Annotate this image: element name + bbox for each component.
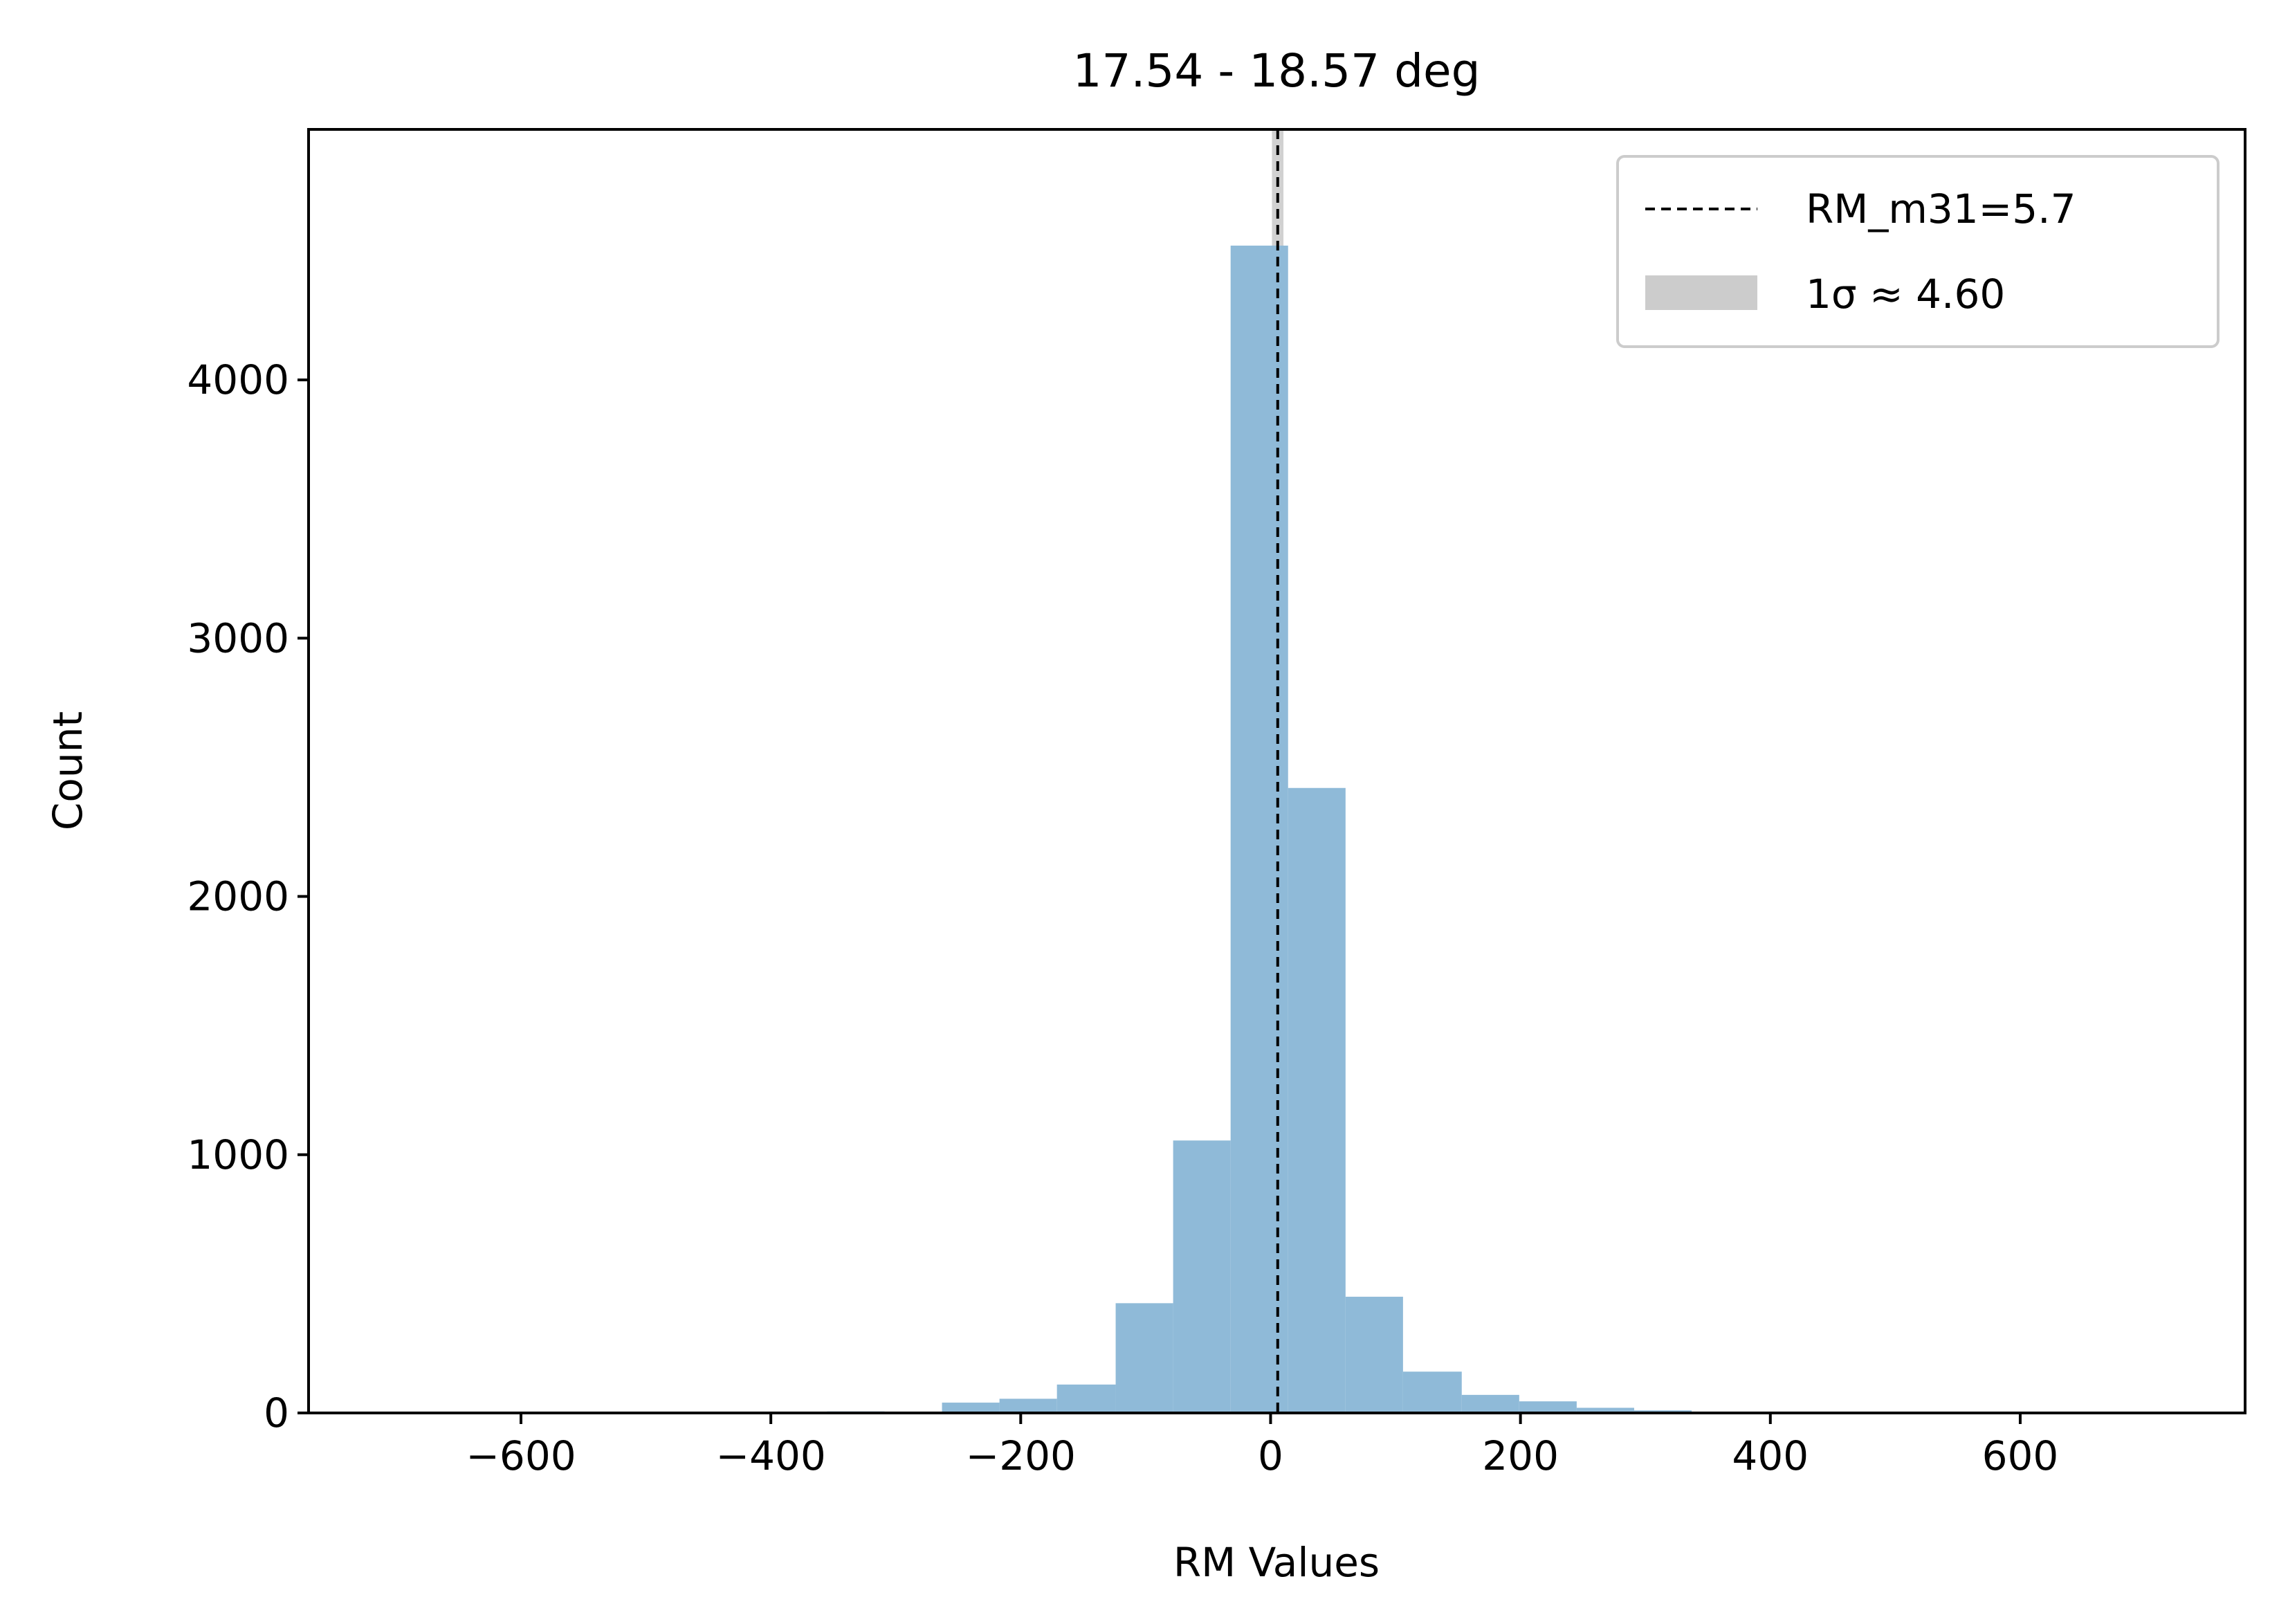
- legend: RM_m31=5.7 1σ ≈ 4.60: [1616, 155, 2219, 348]
- plot-frame: [307, 128, 2246, 1414]
- histogram-bar: [1288, 787, 1346, 1413]
- histogram-bar: [999, 1398, 1057, 1413]
- legend-label-sigma-band: 1σ ≈ 4.60: [1806, 271, 2005, 318]
- x-tick-label: −400: [715, 1432, 825, 1479]
- histogram-bar: [1115, 1303, 1173, 1413]
- histogram-bar: [1576, 1407, 1634, 1413]
- histogram-bar: [1519, 1401, 1577, 1413]
- x-axis-label: RM Values: [1173, 1539, 1380, 1586]
- x-tick-label: 200: [1482, 1432, 1559, 1479]
- y-tick-label: 2000: [187, 873, 289, 920]
- legend-label-reference-line: RM_m31=5.7: [1806, 185, 2076, 232]
- y-tick-label: 1000: [187, 1131, 289, 1178]
- y-tick-label: 3000: [187, 614, 289, 662]
- histogram-bar: [1230, 245, 1288, 1413]
- y-tick-label: 0: [264, 1389, 289, 1436]
- histogram-bars: [827, 245, 1750, 1413]
- chart-title: 17.54 - 18.57 deg: [1072, 44, 1480, 98]
- histogram-bar: [942, 1403, 1000, 1413]
- y-axis-label: Count: [44, 711, 91, 830]
- x-tick-label: 600: [1982, 1432, 2059, 1479]
- histogram-bar: [1056, 1384, 1116, 1413]
- y-tick-label: 4000: [187, 356, 289, 403]
- x-axis-ticks: −600 −400 −200 0 200 400 600: [466, 1413, 2058, 1479]
- histogram-bar: [1345, 1297, 1403, 1413]
- histogram-bar: [1402, 1371, 1462, 1413]
- x-tick-label: −200: [966, 1432, 1076, 1479]
- x-tick-label: −600: [466, 1432, 576, 1479]
- legend-frame: [1616, 155, 2219, 348]
- x-tick-label: 400: [1732, 1432, 1809, 1479]
- y-axis-ticks: 0 1000 2000 3000 4000: [187, 356, 309, 1436]
- histogram-bar: [1173, 1140, 1231, 1413]
- histogram-bar: [1461, 1394, 1519, 1413]
- x-tick-label: 0: [1258, 1432, 1283, 1479]
- legend-sigma-band-swatch: [1645, 275, 1757, 310]
